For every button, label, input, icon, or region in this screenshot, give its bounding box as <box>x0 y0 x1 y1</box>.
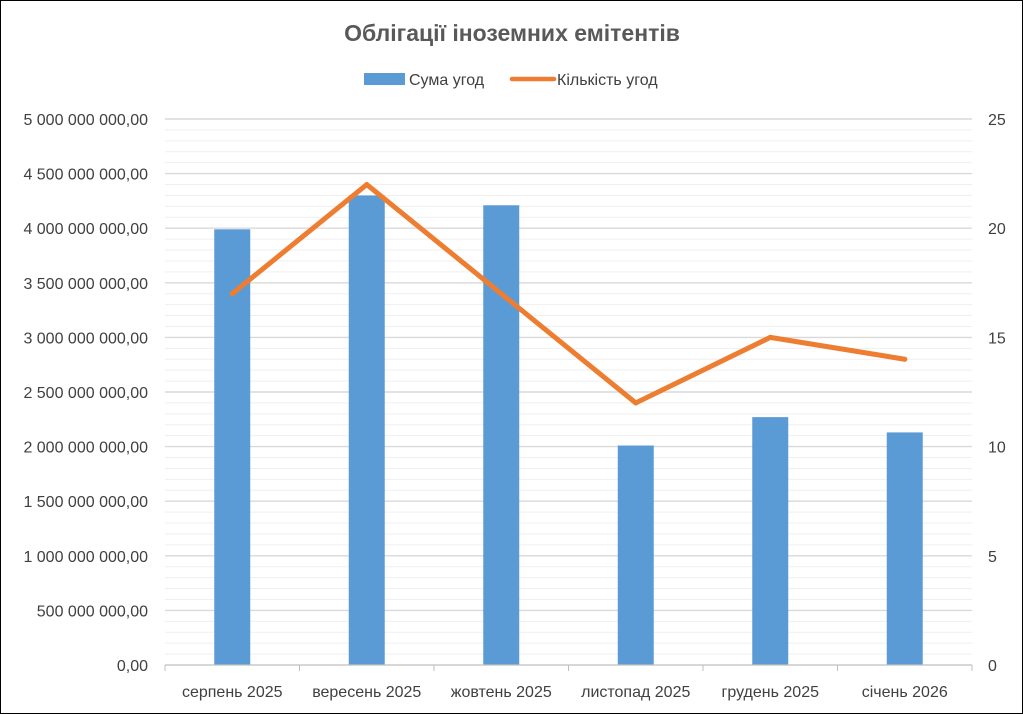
line-point-5 <box>767 334 773 340</box>
legend-swatch-bar <box>364 73 405 85</box>
category-axis-labels: серпень 2025 вересень 2025 жовтень 2025 лис… <box>182 684 948 701</box>
line-point-2 <box>364 182 370 188</box>
left-tick-label: 2 500 000 000,00 <box>23 385 148 402</box>
category-label: грудень 2025 <box>722 684 820 701</box>
left-tick-label: 4 000 000 000,00 <box>23 221 148 238</box>
bar-2 <box>348 195 385 665</box>
right-axis-ticks: 0 5 10 15 20 25 <box>988 112 1006 675</box>
legend-label-sum: Сума угод <box>409 72 485 89</box>
legend: Сума угод Кількість угод <box>364 72 658 89</box>
legend-label-count: Кількість угод <box>557 72 658 89</box>
right-tick-label: 20 <box>988 221 1006 238</box>
left-tick-label: 3 000 000 000,00 <box>23 330 148 347</box>
category-label: жовтень 2025 <box>451 684 552 701</box>
left-tick-label: 1 500 000 000,00 <box>23 494 148 511</box>
left-tick-label: 4 500 000 000,00 <box>23 167 148 184</box>
left-tick-label: 2 000 000 000,00 <box>23 440 148 457</box>
line-series <box>229 182 908 406</box>
left-tick-label: 0,00 <box>117 658 148 675</box>
right-tick-label: 10 <box>988 440 1006 457</box>
category-label: вересень 2025 <box>312 684 421 701</box>
right-tick-label: 0 <box>988 658 997 675</box>
right-tick-label: 5 <box>988 549 997 566</box>
line-point-3 <box>498 291 504 297</box>
left-tick-label: 500 000 000,00 <box>37 603 148 620</box>
bar-4 <box>617 445 654 665</box>
category-label: листопад 2025 <box>581 684 690 701</box>
line-point-1 <box>229 291 235 297</box>
bar-1 <box>214 229 251 666</box>
bar-3 <box>483 205 520 665</box>
category-label: січень 2026 <box>862 684 948 701</box>
bar-5 <box>752 417 789 665</box>
right-tick-label: 15 <box>988 330 1006 347</box>
bars <box>214 195 923 666</box>
bar-6 <box>886 432 923 665</box>
axes <box>164 664 973 671</box>
line-point-4 <box>633 400 639 406</box>
right-tick-label: 25 <box>988 112 1006 129</box>
chart-title: Облігації іноземних емітентів <box>344 20 680 46</box>
left-tick-label: 3 500 000 000,00 <box>23 276 148 293</box>
line-count-series <box>229 182 908 406</box>
grid <box>165 118 972 655</box>
left-tick-label: 1 000 000 000,00 <box>23 549 148 566</box>
line-point-6 <box>902 356 908 362</box>
category-label: серпень 2025 <box>182 684 283 701</box>
left-tick-label: 5 000 000 000,00 <box>23 112 148 129</box>
left-axis-ticks: 0,00 500 000 000,00 1 000 000 000,00 1 500 … <box>23 112 148 675</box>
